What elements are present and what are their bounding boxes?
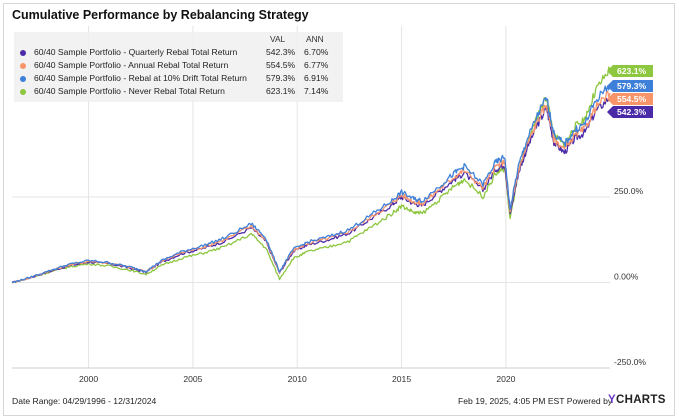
legend-val: 623.1%	[266, 86, 296, 96]
end-value-tag	[607, 80, 653, 92]
x-tick-label: 2005	[183, 374, 202, 384]
end-value-tag	[607, 65, 653, 77]
x-tick-label: 2000	[79, 374, 98, 384]
legend-label: 60/40 Sample Portfolio - Never Rebal Tot…	[34, 86, 225, 96]
x-tick-label: 2015	[392, 374, 411, 384]
legend-marker	[20, 50, 26, 56]
date-range: Date Range: 04/29/1996 - 12/31/2024	[12, 396, 157, 406]
legend-item-quarterly-rebal[interactable]: 60/40 Sample Portfolio - Quarterly Rebal…	[14, 46, 343, 59]
logo-y: Y	[608, 394, 616, 406]
timestamp: Feb 19, 2025, 4:05 PM EST Powered by	[458, 396, 613, 406]
end-value-label: 623.1%	[617, 66, 647, 76]
legend-label: 60/40 Sample Portfolio - Annual Rebal To…	[34, 60, 229, 70]
legend-label: 60/40 Sample Portfolio - Rebal at 10% Dr…	[34, 73, 247, 83]
series-line	[11, 84, 611, 284]
legend-item-drift-rebal[interactable]: 60/40 Sample Portfolio - Rebal at 10% Dr…	[14, 72, 343, 85]
logo-text: CHARTS	[615, 394, 666, 406]
legend-ann: 6.91%	[304, 73, 329, 83]
legend-ann-header: ANN	[306, 34, 324, 44]
legend-val: 579.3%	[266, 73, 296, 83]
legend-ann: 7.14%	[304, 86, 329, 96]
legend-val-header: VAL	[270, 34, 286, 44]
legend-val: 554.5%	[266, 60, 296, 70]
legend-marker	[20, 63, 26, 69]
x-tick-label: 2010	[288, 374, 307, 384]
legend-marker	[20, 76, 26, 82]
ycharts-logo[interactable]: YCHARTS	[608, 394, 666, 406]
series-line	[11, 90, 611, 284]
end-value-tag	[607, 106, 653, 118]
legend: VAL ANN 60/40 Sample Portfolio - Quarter…	[14, 32, 343, 102]
y-tick-label: -250.0%	[614, 357, 646, 367]
end-value-label: 542.3%	[617, 107, 647, 117]
legend-ann: 6.70%	[304, 47, 329, 57]
legend-label: 60/40 Sample Portfolio - Quarterly Rebal…	[34, 47, 238, 57]
chart-frame	[3, 3, 675, 416]
x-tick-label: 2020	[496, 374, 515, 384]
chart-title: Cumulative Performance by Rebalancing St…	[12, 8, 309, 22]
end-value-label: 554.5%	[617, 94, 647, 104]
y-tick-label: 0.00%	[614, 272, 639, 282]
legend-item-never-rebal[interactable]: 60/40 Sample Portfolio - Never Rebal Tot…	[14, 85, 343, 98]
end-value-tag	[607, 93, 653, 105]
legend-marker	[20, 89, 26, 95]
end-value-label: 579.3%	[617, 81, 647, 91]
legend-item-annual-rebal[interactable]: 60/40 Sample Portfolio - Annual Rebal To…	[14, 59, 343, 72]
legend-ann: 6.77%	[304, 60, 329, 70]
series-line	[11, 96, 611, 284]
y-tick-label: 250.0%	[614, 186, 644, 196]
legend-val: 542.3%	[266, 47, 296, 57]
